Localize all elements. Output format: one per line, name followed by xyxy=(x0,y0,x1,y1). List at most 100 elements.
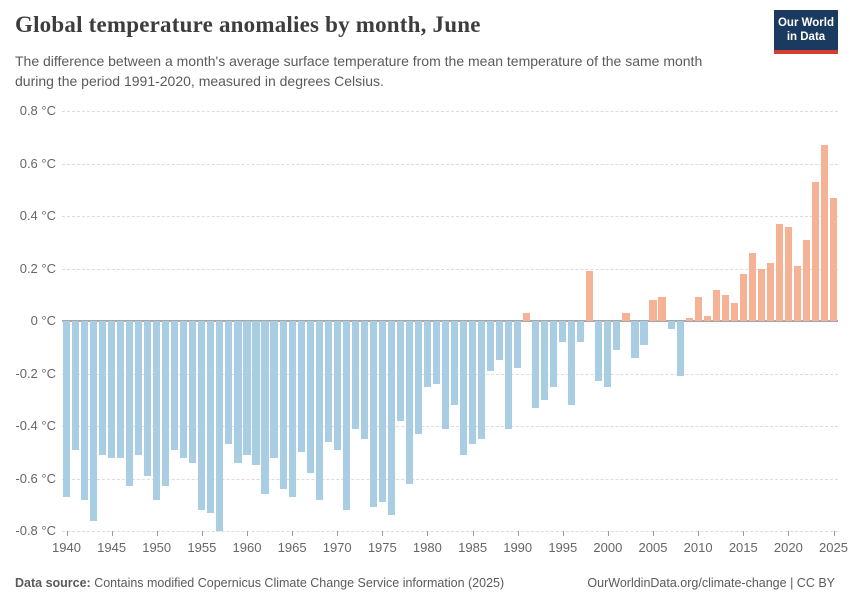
bar-1969[interactable] xyxy=(324,321,332,442)
bar-1970[interactable] xyxy=(333,321,341,450)
bar-1983[interactable] xyxy=(450,321,459,405)
bar-1961[interactable] xyxy=(252,321,260,466)
bar-1974[interactable] xyxy=(369,321,377,508)
bar-1955[interactable] xyxy=(198,321,206,510)
bar-2006[interactable] xyxy=(658,297,666,321)
bar-1951[interactable] xyxy=(162,321,170,487)
bar-2008[interactable] xyxy=(676,321,684,377)
bar-1942[interactable] xyxy=(81,321,89,500)
bar-1963[interactable] xyxy=(270,321,278,458)
bar-2019[interactable] xyxy=(775,223,783,321)
bar-1954[interactable] xyxy=(189,321,197,463)
bar-1995[interactable] xyxy=(559,321,567,342)
bar-2016[interactable] xyxy=(748,252,756,322)
bar-1998[interactable] xyxy=(586,271,594,321)
bar-1989[interactable] xyxy=(505,321,513,429)
bar-1971[interactable] xyxy=(342,321,350,510)
bar-2021[interactable] xyxy=(793,265,801,321)
owid-url-link[interactable]: OurWorldinData.org/climate-change xyxy=(587,576,787,590)
bar-1981[interactable] xyxy=(432,321,441,384)
bar-1990[interactable] xyxy=(514,321,522,369)
bar-1996[interactable] xyxy=(568,321,576,405)
bar-1946[interactable] xyxy=(117,321,125,458)
bar-1986[interactable] xyxy=(478,321,486,440)
bar-2001[interactable] xyxy=(613,321,621,350)
bar-1957[interactable] xyxy=(216,321,224,531)
bar-1982[interactable] xyxy=(441,321,450,429)
bar-2018[interactable] xyxy=(766,263,774,322)
x-axis-tick-1965 xyxy=(292,531,294,536)
bar-1991[interactable] xyxy=(523,313,531,321)
bar-1948[interactable] xyxy=(135,321,143,455)
owid-logo[interactable]: Our World in Data xyxy=(774,10,838,54)
bar-2004[interactable] xyxy=(640,321,648,345)
bar-2022[interactable] xyxy=(802,239,810,321)
bar-1987[interactable] xyxy=(487,321,495,371)
bar-2025[interactable] xyxy=(829,197,838,321)
bar-1984[interactable] xyxy=(459,321,468,455)
bar-1962[interactable] xyxy=(261,321,269,495)
x-axis-tick-2015 xyxy=(743,531,745,536)
bar-1947[interactable] xyxy=(126,321,134,487)
bar-1960[interactable] xyxy=(243,321,251,455)
bar-1959[interactable] xyxy=(234,321,242,463)
bar-2002[interactable] xyxy=(622,313,630,321)
bar-2010[interactable] xyxy=(694,297,702,321)
bar-2015[interactable] xyxy=(739,273,747,322)
data-source-text: Contains modified Copernicus Climate Cha… xyxy=(90,576,505,590)
bar-2000[interactable] xyxy=(604,321,612,387)
x-axis-label-1985: 1985 xyxy=(458,540,488,555)
bar-1964[interactable] xyxy=(279,321,287,489)
bar-1950[interactable] xyxy=(153,321,161,500)
bar-1958[interactable] xyxy=(225,321,233,445)
bar-1941[interactable] xyxy=(71,321,80,450)
bar-1952[interactable] xyxy=(171,321,179,450)
bar-1979[interactable] xyxy=(414,321,422,434)
chart-subtitle: The difference between a month's average… xyxy=(15,52,702,92)
footer-attribution: OurWorldinData.org/climate-change | CC B… xyxy=(587,576,835,590)
bar-1992[interactable] xyxy=(532,321,540,408)
x-axis-tick-1940 xyxy=(66,531,68,536)
bar-1972[interactable] xyxy=(351,321,359,429)
bar-1999[interactable] xyxy=(595,321,603,382)
bar-1949[interactable] xyxy=(144,321,152,476)
bar-2017[interactable] xyxy=(757,268,765,321)
bar-1978[interactable] xyxy=(405,321,413,484)
bar-1944[interactable] xyxy=(99,321,107,455)
bar-1956[interactable] xyxy=(207,321,215,513)
bar-1967[interactable] xyxy=(306,321,314,474)
x-axis-tick-1955 xyxy=(201,531,203,536)
bar-1968[interactable] xyxy=(315,321,323,500)
bar-2014[interactable] xyxy=(730,302,738,321)
bar-1940[interactable] xyxy=(62,321,71,497)
bar-1943[interactable] xyxy=(90,321,98,521)
x-axis-label-1950: 1950 xyxy=(142,540,172,555)
bar-2024[interactable] xyxy=(820,145,829,321)
bar-1966[interactable] xyxy=(297,321,305,453)
y-axis-label: 0.6 °C xyxy=(19,155,56,171)
bar-2012[interactable] xyxy=(712,289,720,321)
bar-1977[interactable] xyxy=(396,321,404,421)
bar-1976[interactable] xyxy=(387,321,395,516)
bar-1993[interactable] xyxy=(541,321,549,400)
bar-2011[interactable] xyxy=(703,315,711,322)
bar-1985[interactable] xyxy=(469,321,477,445)
bar-2003[interactable] xyxy=(631,321,639,358)
bar-2013[interactable] xyxy=(721,294,729,322)
bar-1973[interactable] xyxy=(360,321,368,440)
bar-1980[interactable] xyxy=(423,321,431,387)
bar-2020[interactable] xyxy=(784,226,792,321)
bar-1945[interactable] xyxy=(108,321,116,458)
x-axis-tick-1980 xyxy=(427,531,429,536)
bar-2023[interactable] xyxy=(811,181,819,321)
bar-1975[interactable] xyxy=(378,321,386,503)
bar-1988[interactable] xyxy=(496,321,504,361)
bar-1997[interactable] xyxy=(577,321,585,342)
bar-1953[interactable] xyxy=(180,321,188,458)
bar-1994[interactable] xyxy=(550,321,558,387)
bar-2007[interactable] xyxy=(667,321,675,329)
bar-2009[interactable] xyxy=(685,318,693,321)
bar-1965[interactable] xyxy=(288,321,296,497)
bar-2005[interactable] xyxy=(649,300,657,321)
